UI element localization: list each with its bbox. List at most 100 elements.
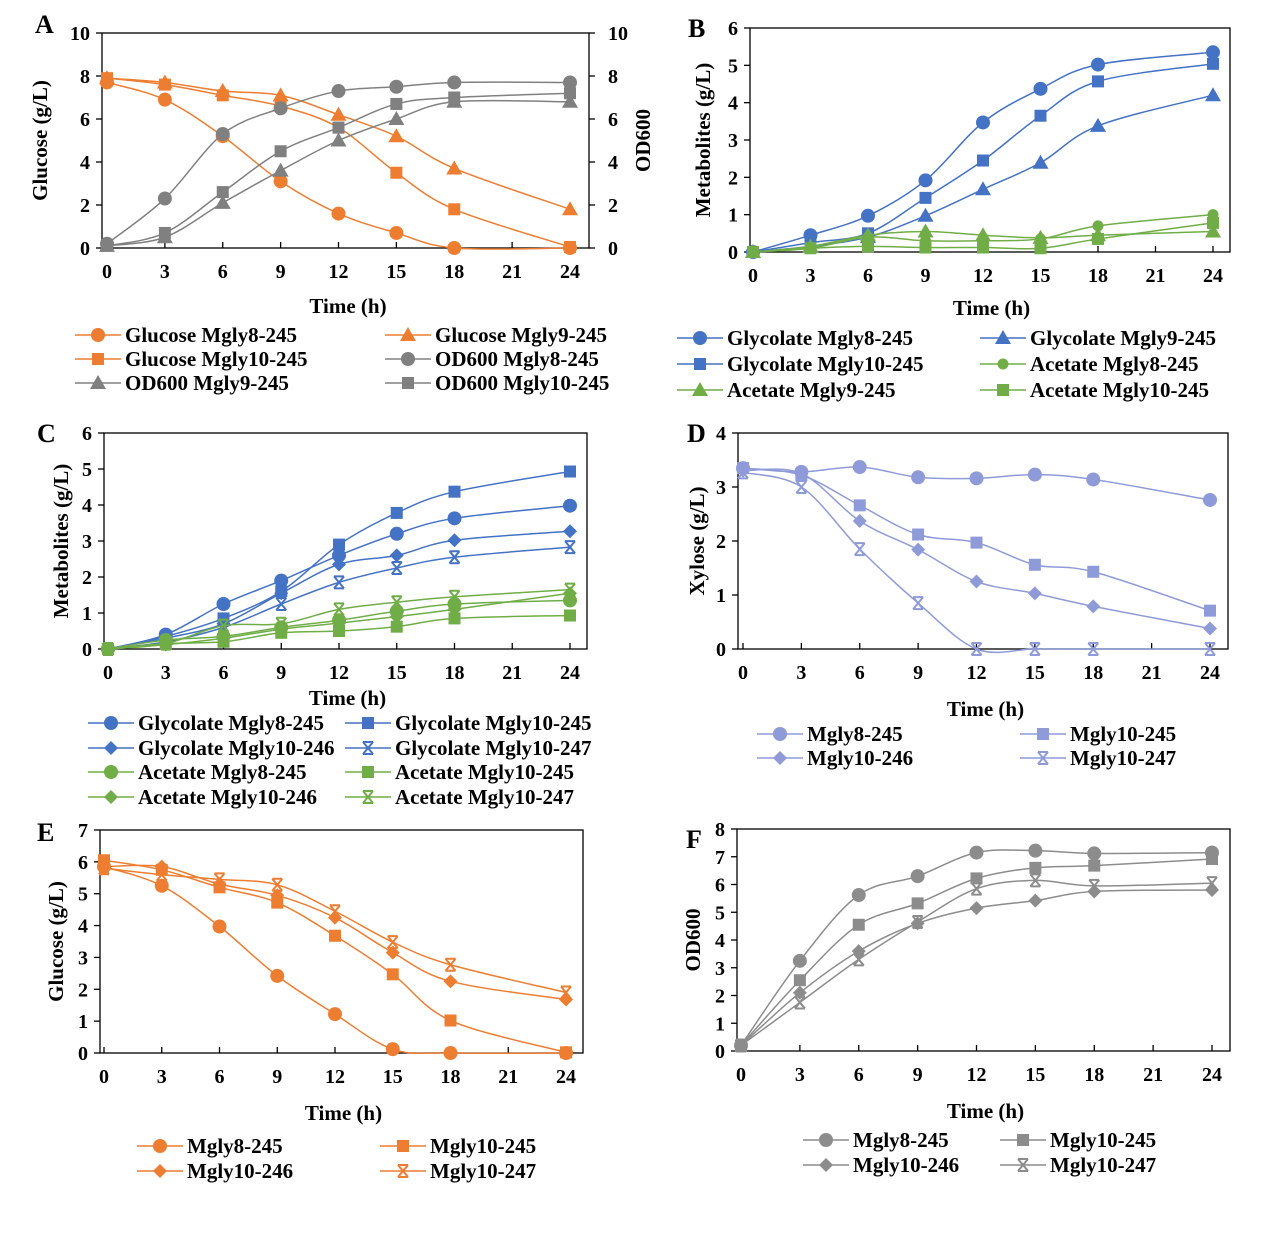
legend-label: Acetate Mgly9-245 xyxy=(727,378,896,402)
circle-marker xyxy=(693,331,707,345)
legend-label: OD600 Mgly8-245 xyxy=(435,347,599,371)
data-point xyxy=(919,241,932,254)
y2-axis-label: OD600 xyxy=(631,109,655,172)
data-point xyxy=(851,888,866,903)
legend-label: Glycolate Mgly8-245 xyxy=(138,711,324,735)
data-point xyxy=(333,538,345,551)
data-point xyxy=(443,974,458,989)
data-point xyxy=(564,609,576,622)
x-axis-label: Time (h) xyxy=(305,1101,382,1125)
data-point xyxy=(274,586,289,601)
series-glucose-mgly8-245 xyxy=(100,75,577,255)
data-point xyxy=(214,194,231,209)
data-point xyxy=(1028,558,1041,571)
data-point xyxy=(564,87,576,100)
data-point xyxy=(157,191,172,206)
x-tick-label: 3 xyxy=(157,1066,167,1088)
data-point xyxy=(1204,642,1216,656)
data-point xyxy=(275,597,288,611)
x-tick-label: 3 xyxy=(160,261,170,283)
data-point xyxy=(385,945,400,960)
legend-item: Glucose Mgly10-245 xyxy=(75,347,308,371)
x-tick-label: 24 xyxy=(556,1066,576,1088)
data-point xyxy=(101,72,113,85)
x-tick-label: 21 xyxy=(1146,265,1166,287)
legend-label: Mgly10-245 xyxy=(1050,1128,1156,1152)
data-point xyxy=(157,92,172,107)
data-point xyxy=(975,227,991,242)
panel-letter: A xyxy=(35,10,54,39)
legend-label: Glycolate Mgly10-246 xyxy=(138,736,335,760)
x-tick-label: 12 xyxy=(329,662,349,684)
x-tick-label: 0 xyxy=(736,1064,746,1086)
legend-item: Glycolate Mgly8-245 xyxy=(88,711,324,735)
data-point xyxy=(447,533,462,548)
data-point xyxy=(155,867,168,882)
data-point xyxy=(911,470,926,485)
y-tick-label: 2 xyxy=(716,531,726,553)
y-tick-label: 0 xyxy=(728,242,738,264)
data-point xyxy=(213,872,226,887)
data-point xyxy=(444,957,457,972)
panel-letter: B xyxy=(688,14,705,43)
data-point xyxy=(275,616,288,631)
data-point xyxy=(919,191,932,204)
series-line xyxy=(740,858,1213,1046)
x-tick-label: 18 xyxy=(1088,265,1108,287)
data-point xyxy=(1207,216,1219,229)
y-tick-label: 3 xyxy=(715,958,725,980)
y-tick-label: 5 xyxy=(78,884,88,906)
data-point xyxy=(216,631,231,646)
y-tick-label: 10 xyxy=(70,23,90,45)
x-tick-label: 0 xyxy=(102,261,112,283)
diamond-marker xyxy=(773,751,787,765)
data-point xyxy=(794,995,806,1010)
legend-item: Acetate Mgly10-246 xyxy=(88,785,317,809)
data-point xyxy=(970,881,983,896)
data-point xyxy=(563,75,577,90)
legend-label: Acetate Mgly10-247 xyxy=(395,785,574,809)
legend-label: Acetate Mgly10-245 xyxy=(1030,378,1209,402)
data-point xyxy=(1087,565,1100,578)
series-glycolate-mgly8-245 xyxy=(746,45,1220,259)
data-point xyxy=(910,869,925,884)
legend-label: Mgly10-245 xyxy=(1070,722,1176,746)
legend-label: Mgly10-247 xyxy=(430,1159,536,1183)
data-point xyxy=(154,878,169,893)
legend-item: Acetate Mgly8-245 xyxy=(980,352,1199,376)
data-point xyxy=(444,1014,457,1027)
data-point xyxy=(976,115,990,130)
legend-item: Mgly10-245 xyxy=(1000,1128,1156,1152)
y-tick-label: 1 xyxy=(715,1013,725,1035)
y-tick-label: 6 xyxy=(728,18,738,40)
square-marker xyxy=(92,353,104,365)
series-line xyxy=(103,859,567,1054)
triangle-marker xyxy=(692,382,708,396)
data-point xyxy=(912,528,925,541)
square-marker xyxy=(362,717,374,729)
data-point xyxy=(792,953,807,968)
data-point xyxy=(212,877,227,892)
square-marker xyxy=(997,384,1009,396)
square-marker xyxy=(397,1140,409,1152)
legend-item: Mgly10-246 xyxy=(757,746,913,770)
x-axis-label: Time (h) xyxy=(309,686,386,710)
x-tick-label: 18 xyxy=(1084,1064,1104,1086)
data-point xyxy=(1086,599,1101,614)
data-point xyxy=(1091,57,1105,72)
legend-label: Glycolate Mgly9-245 xyxy=(1030,326,1216,350)
y-tick-label: 6 xyxy=(715,875,725,897)
legend-label: Mgly8-245 xyxy=(853,1128,949,1152)
x-tick-label: 0 xyxy=(103,662,113,684)
x-tick-label: 6 xyxy=(854,1064,864,1086)
data-point xyxy=(1204,604,1216,617)
x-axis-label: Time (h) xyxy=(947,1099,1024,1123)
data-point xyxy=(216,597,231,611)
y2-tick-label: 2 xyxy=(608,195,618,217)
data-point xyxy=(918,173,933,188)
panel-letter: F xyxy=(686,825,702,854)
diamond-marker xyxy=(819,1158,833,1172)
y-tick-label: 4 xyxy=(715,930,725,952)
